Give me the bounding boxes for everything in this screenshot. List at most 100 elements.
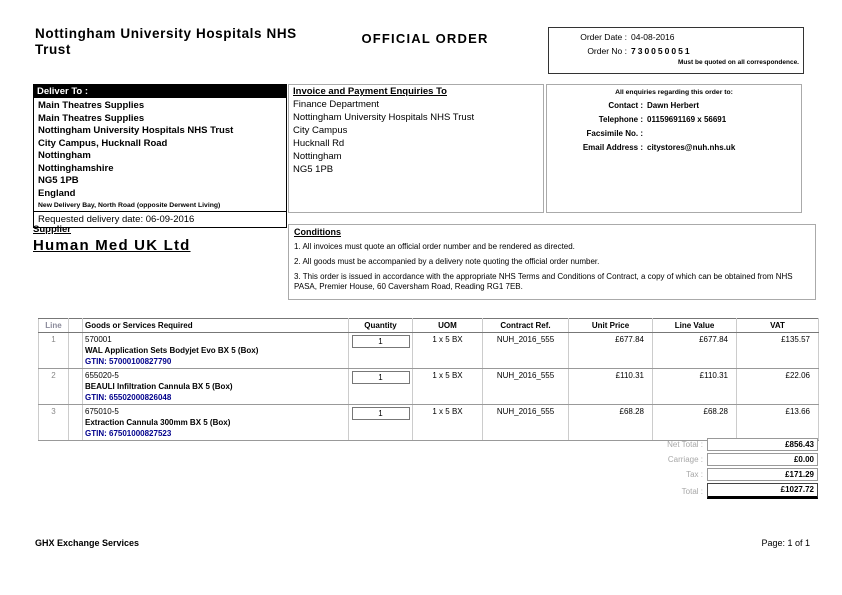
line-value-cell: £68.28 <box>652 404 737 441</box>
invoice-enquiries-box: Invoice and Payment Enquiries To Finance… <box>288 84 544 213</box>
col-header-line: Line <box>38 318 69 333</box>
supplier-name: Human Med UK Ltd <box>33 237 191 254</box>
deliver-line: NG5 1PB <box>38 175 79 186</box>
item-gtin: GTIN: 67501000827523 <box>85 429 172 438</box>
net-total-row: Net Total : £856.43 <box>560 438 818 451</box>
condition-item: 2. All goods must be accompanied by a de… <box>294 257 600 266</box>
deliver-to-address: Main Theatres Supplies Main Theatres Sup… <box>34 98 286 200</box>
order-items-table: Line Goods or Services Required Quantity… <box>38 318 819 441</box>
grand-total-value: £1027.72 <box>707 483 818 499</box>
condition-item: 3. This order is issued in accordance wi… <box>294 272 793 291</box>
footer-service-name: GHX Exchange Services <box>35 538 140 548</box>
order-date-value: 04-08-2016 <box>631 32 675 42</box>
enquiries-header: All enquiries regarding this order to: <box>615 89 733 96</box>
order-no-value: 730050051 <box>631 46 692 56</box>
requested-delivery-date: Requested delivery date: 06-09-2016 <box>34 211 286 227</box>
deliver-to-header: Deliver To : <box>34 85 286 98</box>
totals-section: Net Total : £856.43 Carriage : £0.00 Tax… <box>560 438 818 501</box>
invoice-line: City Campus <box>293 125 348 136</box>
contact-value: Dawn Herbert <box>647 101 700 110</box>
deliver-line: Nottinghamshire <box>38 162 114 174</box>
invoice-line: NG5 1PB <box>293 164 334 175</box>
order-quote-note: Must be quoted on all correspondence. <box>678 59 799 66</box>
contract-ref-cell: NUH_2016_555 <box>482 332 569 369</box>
item-description: BEAULI Infiltration Cannula BX 5 (Box) <box>85 382 233 391</box>
vat-cell: £135.57 <box>736 332 819 369</box>
email-row: Email Address : citystores@nuh.nhs.uk <box>547 143 801 152</box>
quantity-cell: 1 <box>348 368 413 405</box>
net-total-value: £856.43 <box>707 438 818 451</box>
col-header-goods: Goods or Services Required <box>82 318 349 333</box>
invoice-address: Finance Department Nottingham University… <box>293 98 539 176</box>
contract-ref-cell: NUH_2016_555 <box>482 404 569 441</box>
delivery-bay-note: New Delivery Bay, North Road (opposite D… <box>38 202 221 209</box>
contact-row: Contact : Dawn Herbert <box>547 101 801 110</box>
deliver-line: City Campus, Hucknall Road <box>38 137 168 149</box>
uom-cell: 1 x 5 BX <box>412 404 483 441</box>
order-info-box: Order Date : 04-08-2016 Order No : 73005… <box>548 27 804 74</box>
table-header-row: Line Goods or Services Required Quantity… <box>38 318 819 333</box>
tax-row: Tax : £171.29 <box>560 468 818 481</box>
blank-cell <box>68 404 83 441</box>
uom-cell: 1 x 5 BX <box>412 368 483 405</box>
col-header-line-value: Line Value <box>652 318 737 333</box>
invoice-line: Hucknall Rd <box>293 138 345 149</box>
order-date-label: Order Date : <box>580 32 627 42</box>
col-header-vat: VAT <box>736 318 819 333</box>
deliver-to-box: Deliver To : Main Theatres Supplies Main… <box>33 84 287 228</box>
invoice-enquiries-header: Invoice and Payment Enquiries To <box>293 86 447 97</box>
conditions-box: Conditions 1. All invoices must quote an… <box>288 224 816 300</box>
quantity-value-box: 1 <box>351 407 410 420</box>
table-row: 3 675010-5 Extraction Cannula 300mm BX 5… <box>38 404 819 441</box>
conditions-header: Conditions <box>294 227 341 237</box>
org-name: Nottingham University Hospitals NHS Trus… <box>35 26 297 57</box>
item-gtin: GTIN: 57000100827790 <box>85 357 172 366</box>
unit-price-cell: £68.28 <box>568 404 653 441</box>
facsimile-label: Facsimile No. : <box>586 129 643 138</box>
item-code: 570001 <box>85 335 112 344</box>
line-value-cell: £110.31 <box>652 368 737 405</box>
quantity-value-box: 1 <box>351 371 410 384</box>
telephone-row: Telephone : 01159691169 x 56691 <box>547 115 801 124</box>
invoice-line: Finance Department <box>293 99 380 110</box>
item-description: Extraction Cannula 300mm BX 5 (Box) <box>85 418 231 427</box>
unit-price-cell: £110.31 <box>568 368 653 405</box>
col-header-quantity: Quantity <box>348 318 413 333</box>
order-no-row: Order No : 730050051 <box>549 46 803 56</box>
deliver-line: Main Theatres Supplies <box>38 112 145 124</box>
line-number: 2 <box>38 368 69 405</box>
vat-cell: £13.66 <box>736 404 819 441</box>
quantity-cell: 1 <box>348 404 413 441</box>
contact-label: Contact : <box>608 101 643 110</box>
carriage-row: Carriage : £0.00 <box>560 453 818 466</box>
carriage-value: £0.00 <box>707 453 818 466</box>
item-gtin: GTIN: 65502000826048 <box>85 393 172 402</box>
contract-ref-cell: NUH_2016_555 <box>482 368 569 405</box>
item-code: 655020-5 <box>85 371 119 380</box>
telephone-value: 01159691169 x 56691 <box>647 115 727 124</box>
order-enquiries-box: All enquiries regarding this order to: C… <box>546 84 802 213</box>
grand-total-label: Total : <box>681 486 703 496</box>
invoice-line: Nottingham University Hospitals NHS Trus… <box>293 112 475 123</box>
col-header-uom: UOM <box>412 318 483 333</box>
condition-item: 1. All invoices must quote an official o… <box>294 242 575 251</box>
item-code: 675010-5 <box>85 407 119 416</box>
deliver-line: Nottingham <box>38 150 91 161</box>
invoice-line: Nottingham <box>293 151 342 162</box>
line-number: 3 <box>38 404 69 441</box>
deliver-line: Nottingham University Hospitals NHS Trus… <box>38 125 234 136</box>
uom-cell: 1 x 5 BX <box>412 332 483 369</box>
quantity-cell: 1 <box>348 332 413 369</box>
goods-cell: 655020-5 BEAULI Infiltration Cannula BX … <box>82 368 349 405</box>
order-no-label: Order No : <box>587 46 627 56</box>
carriage-label: Carriage : <box>667 455 703 464</box>
deliver-line: England <box>38 187 76 199</box>
table-row: 1 570001 WAL Application Sets Bodyjet Ev… <box>38 332 819 369</box>
vat-cell: £22.06 <box>736 368 819 405</box>
col-header-unit-price: Unit Price <box>568 318 653 333</box>
tax-label: Tax : <box>686 470 703 479</box>
telephone-label: Telephone : <box>598 115 643 124</box>
net-total-label: Net Total : <box>667 440 703 449</box>
goods-cell: 675010-5 Extraction Cannula 300mm BX 5 (… <box>82 404 349 441</box>
